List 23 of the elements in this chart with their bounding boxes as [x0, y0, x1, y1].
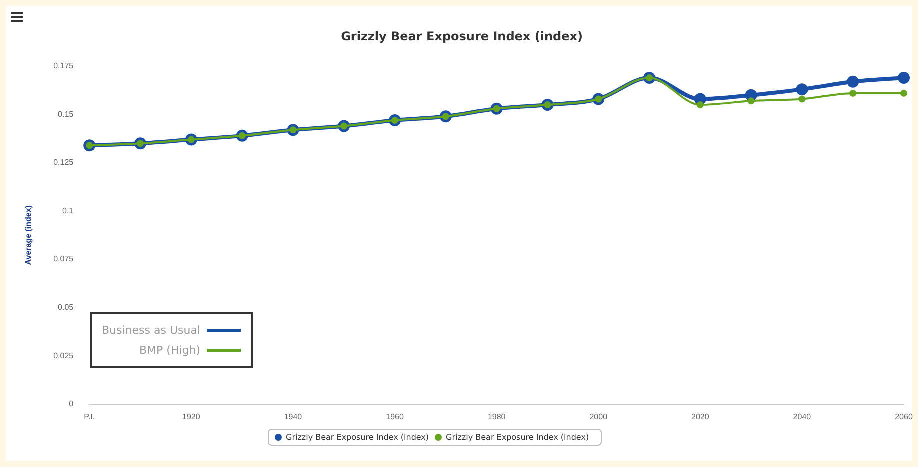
x-tick-label: 2000: [590, 412, 608, 422]
y-tick-label: 0.15: [58, 110, 74, 119]
x-tick-label: 1920: [182, 412, 201, 422]
x-tick-label: 2060: [895, 412, 914, 422]
x-tick-label: P.I.: [84, 412, 96, 422]
legend-label: BMP (High): [139, 344, 201, 356]
y-axis-title: Average (index): [24, 205, 34, 266]
y-tick-label: 0.075: [54, 254, 74, 264]
x-tick-label: 1940: [284, 412, 303, 422]
x-tick-label: 2020: [692, 412, 710, 422]
y-tick-label: 0.1: [62, 206, 74, 216]
text: Grizzly Bear Exposure Index (index): [446, 433, 590, 442]
x-tick-label: 2040: [793, 412, 812, 422]
x-tick-label: 1980: [488, 412, 506, 422]
y-tick-label: 0.025: [54, 351, 74, 360]
chart-title: Grizzly Bear Exposure Index (index): [341, 29, 583, 44]
y-tick-label: 0: [69, 400, 74, 409]
text: Grizzly Bear Exposure Index (index): [286, 433, 430, 442]
x-tick-label: 1960: [386, 412, 404, 422]
y-tick-label: 0.125: [54, 158, 74, 168]
legend-label: Business as Usual: [102, 324, 201, 336]
y-tick-label: 0.05: [58, 303, 74, 312]
y-tick-label: 0.175: [54, 62, 74, 71]
